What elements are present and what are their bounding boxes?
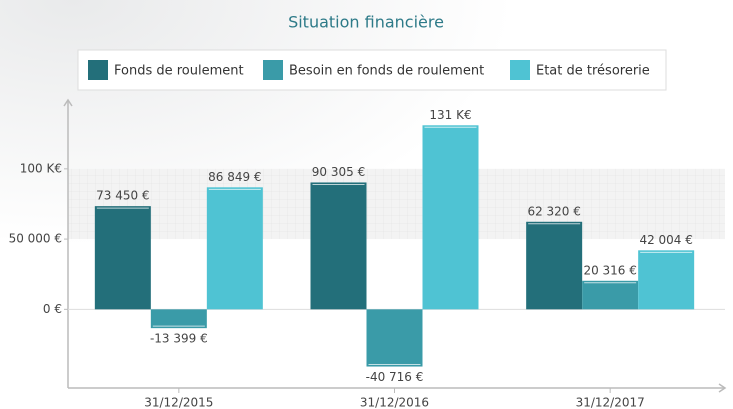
value-label: 131 K€ xyxy=(429,108,471,122)
legend xyxy=(77,49,667,91)
x-tick-label: 31/12/2015 xyxy=(144,396,213,409)
bar xyxy=(526,221,583,310)
value-label: 73 450 € xyxy=(96,189,149,203)
y-tick-label: 100 K€ xyxy=(20,161,62,175)
value-label: 90 305 € xyxy=(312,165,365,179)
bar xyxy=(94,206,151,310)
y-axis-arrow xyxy=(63,98,73,107)
legend-label: Besoin en fonds de roulement xyxy=(289,64,484,79)
value-label: -13 399 € xyxy=(150,332,208,346)
legend-swatch xyxy=(88,60,108,80)
chart-title: Situation financière xyxy=(288,13,444,32)
x-axis-arrow xyxy=(718,383,727,393)
bar xyxy=(582,280,639,310)
bar xyxy=(310,182,367,310)
value-label: 62 320 € xyxy=(527,204,580,218)
highlight-band xyxy=(68,168,725,240)
x-tick-label: 31/12/2016 xyxy=(360,396,429,409)
y-tick-label: 0 € xyxy=(43,302,62,316)
value-label: 42 004 € xyxy=(639,233,692,247)
value-label: -40 716 € xyxy=(366,370,424,384)
legend-swatch xyxy=(263,60,283,80)
value-label: 86 849 € xyxy=(208,170,261,184)
bar xyxy=(638,250,695,310)
legend-label: Etat de trésorerie xyxy=(536,64,650,79)
x-tick-label: 31/12/2017 xyxy=(576,396,645,409)
bar xyxy=(150,309,207,329)
legend-label: Fonds de roulement xyxy=(114,64,244,79)
legend-swatch xyxy=(510,60,530,80)
bar xyxy=(422,125,479,310)
bar xyxy=(206,187,263,310)
y-tick-label: 50 000 € xyxy=(9,232,62,246)
value-label: 20 316 € xyxy=(583,263,636,277)
bar xyxy=(366,309,423,367)
